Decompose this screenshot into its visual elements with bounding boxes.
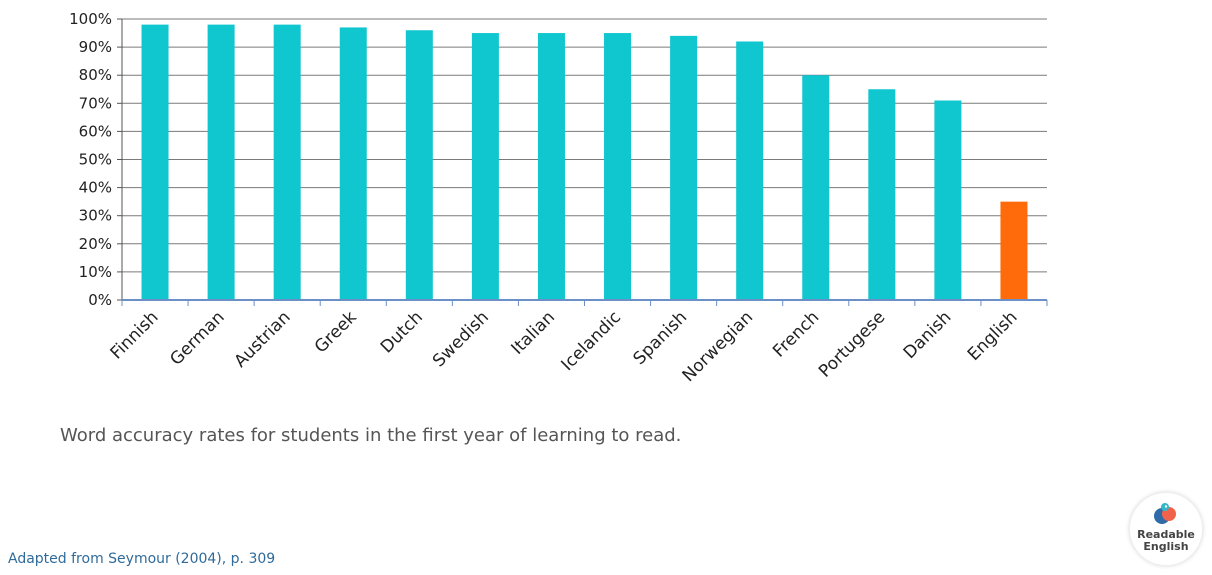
y-tick-label: 40% (79, 179, 112, 197)
bar-spanish (670, 35, 698, 301)
axes (117, 18, 1048, 306)
y-tick-label: 30% (79, 207, 112, 225)
y-tick-label: 20% (79, 235, 112, 253)
x-category-label: Danish (900, 307, 956, 363)
y-tick-label: 0% (88, 291, 112, 309)
x-category-label: Norwegian (679, 307, 758, 386)
logo-text-line-1: Readable (1137, 528, 1195, 541)
bar-austrian (273, 24, 301, 301)
bar-finnish (141, 24, 169, 301)
y-tick-label: 100% (69, 10, 112, 28)
x-category-label: Dutch (377, 307, 427, 357)
y-tick-label: 80% (79, 66, 112, 84)
x-category-label: German (166, 307, 228, 369)
bar-chart: 0% 10% 20% 30% 40% 50% 60% 70% 80% 90% 100% Finnish… (69, 10, 1048, 386)
x-category-label: Swedish (429, 307, 493, 371)
grid-lines (122, 18, 1047, 273)
bar-swedish (471, 33, 499, 301)
logo-text-line-2: English (1143, 540, 1189, 553)
x-category-label: English (964, 307, 1022, 365)
bar-dutch (405, 30, 433, 301)
bar-danish (934, 100, 962, 301)
y-tick-label: 60% (79, 122, 112, 140)
bar-italian (537, 33, 565, 301)
x-category-label: Portugese (815, 307, 889, 381)
y-tick-label: 10% (79, 263, 112, 281)
y-tick-label: 50% (79, 151, 112, 169)
x-category-label: Finnish (107, 307, 163, 363)
x-category-label: French (769, 307, 823, 361)
y-tick-label: 90% (79, 38, 112, 56)
x-category-label: Greek (311, 307, 361, 357)
bar-portugese (868, 89, 896, 300)
bar-german (207, 24, 235, 301)
x-category-label: Austrian (230, 307, 294, 371)
x-category-label: Spanish (630, 307, 692, 369)
bird-logo-icon (1154, 503, 1176, 524)
x-category-label: Italian (508, 307, 559, 358)
bar-english (1000, 201, 1028, 300)
x-category-label: Icelandic (557, 307, 625, 375)
bar-greek (339, 27, 367, 301)
bar-icelandic (604, 33, 632, 301)
source-citation: Adapted from Seymour (2004), p. 309 (8, 551, 276, 567)
y-tick-label: 70% (79, 94, 112, 112)
bar-norwegian (736, 41, 764, 300)
readable-english-logo: Readable English (1129, 492, 1203, 566)
bar-french (802, 75, 830, 300)
bars (141, 24, 1028, 301)
figure-caption: Word accuracy rates for students in the … (60, 425, 682, 446)
